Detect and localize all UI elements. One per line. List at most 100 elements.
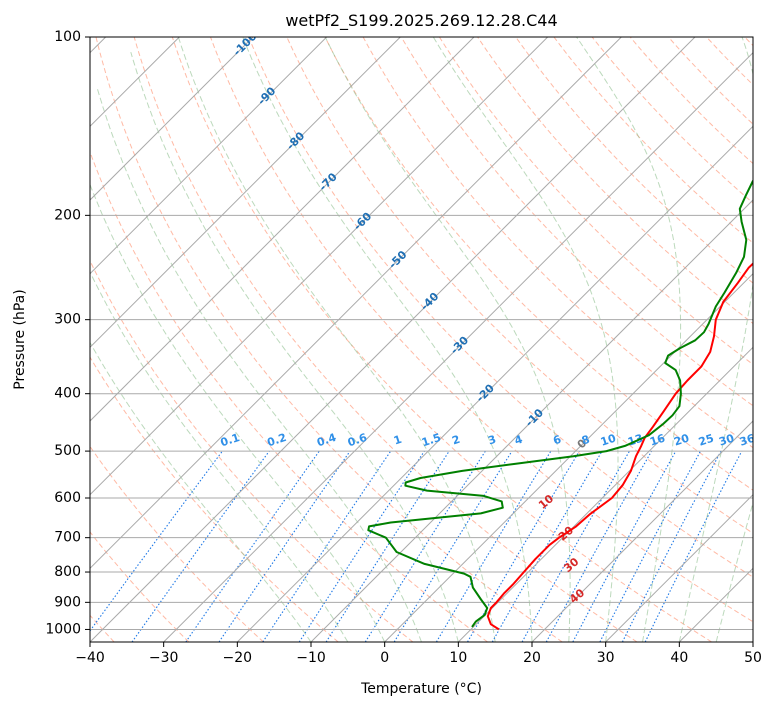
- isotherm-line: [384, 272, 753, 642]
- y-tick-label: 700: [54, 530, 81, 546]
- dry-adiabat-line: [553, 37, 753, 244]
- x-tick-label: −10: [296, 650, 326, 666]
- moist-adiabat-line: [90, 341, 312, 642]
- dry-adiabat-line: [95, 37, 563, 642]
- plot-area: -100-90-80-70-60-50-40-30-20-1000.1 0.2 0.…: [90, 30, 757, 642]
- isotherm-line: [90, 37, 696, 642]
- isotherm-line: [90, 37, 254, 201]
- moist-adiabat-line: [432, 37, 619, 642]
- x-tick-label: −20: [223, 650, 253, 666]
- isotherm-line: [310, 199, 753, 642]
- dry-adiabats: [90, 37, 753, 642]
- mixing-ratio-line: [621, 450, 722, 642]
- mixing-ratio-label: 8: [580, 433, 591, 448]
- dry-adiabat-line: [171, 37, 712, 642]
- mixing-ratio-label: 0.2: [266, 431, 289, 449]
- isotherm-line: [90, 37, 549, 496]
- y-tick-label: 500: [54, 443, 81, 459]
- isotherm-line: [236, 125, 753, 642]
- theta-label: 10: [536, 492, 556, 512]
- dry-adiabat-line: [438, 37, 753, 366]
- y-tick-label: 1000: [45, 621, 81, 637]
- isotherm-line: [605, 493, 753, 642]
- mixing-ratio-label: 2: [450, 433, 461, 448]
- mixing-ratio-line: [298, 450, 425, 642]
- moist-adiabat-line: [678, 37, 753, 642]
- moist-adiabat-line: [90, 183, 386, 642]
- isotherm-line: [531, 420, 753, 642]
- dry-adiabat-line: [400, 37, 753, 407]
- mixing-ratio-line: [644, 450, 743, 642]
- dry-adiabat-line: [210, 37, 753, 623]
- isotherm-line: [678, 567, 753, 642]
- mixing-ratio-line: [545, 450, 653, 642]
- mixing-ratio-label: 25: [697, 432, 716, 449]
- mixing-ratio-line: [262, 450, 392, 642]
- dry-adiabat-line: [90, 445, 264, 642]
- moist-adiabat-line: [576, 37, 682, 642]
- x-tick-label: 10: [449, 650, 467, 666]
- y-tick-label: 200: [54, 207, 81, 223]
- mixing-ratio-label: 0.1: [219, 431, 242, 449]
- y-tick-label: 900: [54, 594, 81, 610]
- dry-adiabat-line: [90, 531, 190, 642]
- moist-adiabat-line: [130, 51, 459, 642]
- mixing-ratio-label: 20: [672, 431, 691, 448]
- mixing-ratio-label: 1: [392, 433, 403, 448]
- dry-adiabat-line: [668, 37, 753, 125]
- y-tick-label: 400: [54, 386, 81, 402]
- dry-adiabat-line: [248, 37, 753, 578]
- moist-adiabat-line: [177, 37, 496, 642]
- mixing-ratio-line: [491, 450, 603, 642]
- x-tick-label: −40: [75, 650, 105, 666]
- mixing-ratio-line: [521, 450, 630, 642]
- isotherm-line: [90, 37, 401, 349]
- dry-adiabat-line: [706, 37, 753, 86]
- x-tick-label: −30: [149, 650, 179, 666]
- mixing-ratio-label: 10: [599, 431, 618, 448]
- dry-adiabat-line: [286, 37, 753, 534]
- sounding-series: [367, 179, 753, 631]
- isotherm-label: -50: [386, 248, 409, 271]
- dry-adiabat-line: [477, 37, 753, 325]
- mixing-ratio-label: 1.5: [420, 431, 443, 449]
- isotherm-label: -20: [474, 381, 497, 404]
- pressure-grid: [90, 37, 753, 630]
- mixing-ratio-line: [131, 450, 270, 642]
- dry-adiabat-line: [744, 37, 753, 47]
- mixing-ratio-line: [185, 450, 320, 642]
- dewpoint-line: [367, 179, 753, 628]
- mixing-ratio-label: 4: [513, 433, 525, 448]
- isotherm-label: -100: [231, 30, 260, 59]
- y-tick-label: 300: [54, 312, 81, 328]
- mixing-ratio-line: [599, 450, 701, 642]
- isotherm-line: [163, 51, 753, 642]
- moist-adiabat-line: [90, 270, 349, 642]
- plot-frame: [89, 36, 754, 643]
- x-tick-label: 50: [744, 650, 762, 666]
- y-tick-label: 800: [54, 564, 81, 580]
- mixing-ratio-label: 30: [717, 431, 736, 448]
- x-tick-label: 0: [380, 650, 389, 666]
- mixing-ratio-line: [393, 450, 513, 642]
- dry-adiabat-line: [90, 356, 339, 642]
- dry-adiabat-line: [90, 259, 414, 642]
- x-tick-label: 20: [523, 650, 541, 666]
- mixing-ratio-label: 0.6: [346, 431, 369, 449]
- moist-adiabat-line: [752, 640, 753, 642]
- isotherms: [90, 37, 753, 642]
- mixing-ratio-label: 36: [738, 431, 757, 448]
- isotherm-line: [457, 346, 753, 642]
- x-axis-label: Temperature (°C): [360, 681, 482, 697]
- mixing-ratio-label: 0.4: [315, 431, 338, 449]
- temperature-line: [486, 262, 753, 631]
- x-axis: −40 −30 −20 −10 0 10 20 30 40 50: [75, 642, 762, 666]
- moist-adiabat-line: [715, 500, 753, 642]
- mixing-ratio-line: [364, 450, 486, 642]
- dry-adiabat-line: [133, 37, 638, 642]
- isotherm-line: [90, 37, 622, 570]
- isotherm-line: [752, 641, 753, 642]
- moist-adiabats: [90, 37, 753, 642]
- isotherm-line: [90, 37, 328, 275]
